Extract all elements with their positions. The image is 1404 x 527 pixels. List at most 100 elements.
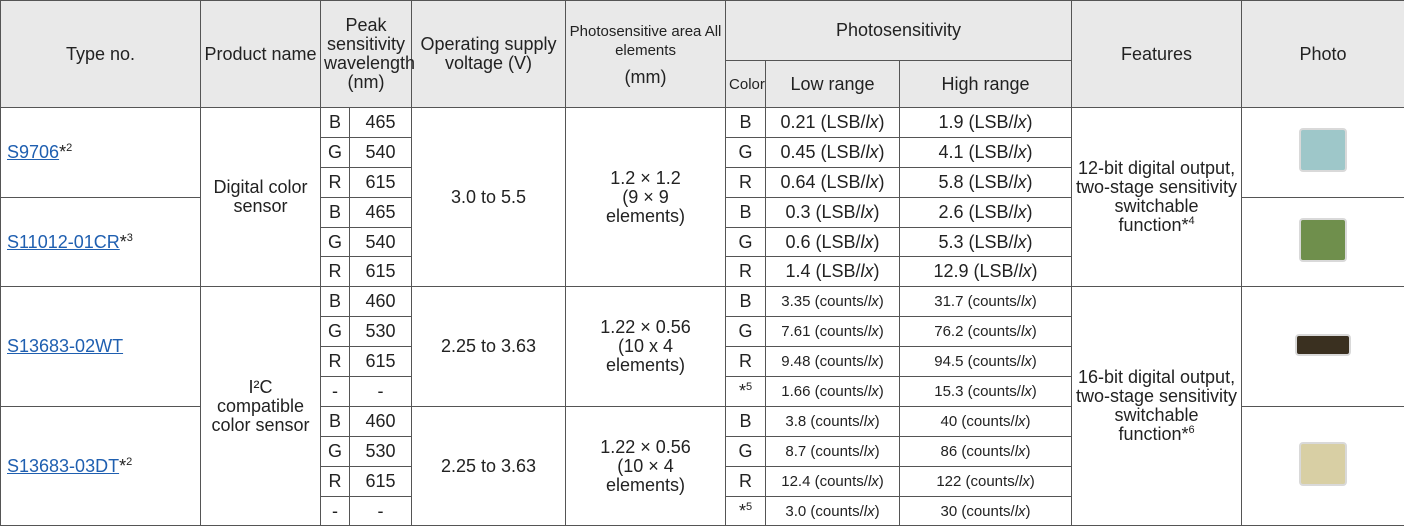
peak-color: R <box>321 257 350 287</box>
peak-nm: 615 <box>350 167 412 197</box>
cell-text: 3.8 (counts/lx) <box>785 413 879 430</box>
type-link[interactable]: S11012-01CR <box>7 232 120 252</box>
area-elements: (10 x 4 elements) <box>569 337 722 375</box>
cell-text: 465 <box>365 112 395 132</box>
low-range: 0.64 (LSB/lx) <box>766 167 900 197</box>
cell-text: 530 <box>365 441 395 461</box>
peak-nm: 465 <box>350 197 412 227</box>
peak-color: R <box>321 466 350 496</box>
cell-text: 615 <box>365 172 395 192</box>
photo-cell <box>1242 287 1404 407</box>
cell-text: 460 <box>365 411 395 431</box>
cell-text: B <box>740 202 752 222</box>
color: G <box>726 317 766 347</box>
high-range: 31.7 (counts/lx) <box>900 287 1072 317</box>
color: R <box>726 257 766 287</box>
cell-text: 540 <box>365 232 395 252</box>
peak-color: B <box>321 197 350 227</box>
cell-text: G <box>328 321 342 341</box>
peak-nm: 615 <box>350 466 412 496</box>
page: Type no. Product name Peak sensitivity w… <box>0 0 1404 527</box>
product-photo <box>1299 442 1347 486</box>
cell-text: G <box>739 232 753 252</box>
color: R <box>726 347 766 377</box>
cell-text: 465 <box>365 202 395 222</box>
cell-text: R <box>739 172 752 192</box>
color: *5 <box>726 496 766 526</box>
cell-text: 76.2 (counts/lx) <box>934 323 1037 340</box>
type-link[interactable]: S13683-03DT <box>7 456 119 476</box>
high-range: 5.3 (LSB/lx) <box>900 227 1072 257</box>
peak-nm: 465 <box>350 108 412 138</box>
color: R <box>726 167 766 197</box>
product-name: I²C compatible color sensor <box>201 287 321 526</box>
cell-text: 1.22 × 0.56 <box>600 317 691 337</box>
cell-text: R <box>739 471 752 491</box>
cell-text: 1.4 (LSB/lx) <box>785 261 879 281</box>
area: 1.22 × 0.56(10 × 4 elements) <box>566 406 726 526</box>
cell-text: 5.8 (LSB/lx) <box>939 172 1033 192</box>
peak-nm: 615 <box>350 347 412 377</box>
cell-text: 122 (counts/lx) <box>936 473 1034 490</box>
peak-color: - <box>321 377 350 407</box>
cell-text: 0.6 (LSB/lx) <box>785 232 879 252</box>
voltage: 2.25 to 3.63 <box>412 287 566 407</box>
peak-color: G <box>321 317 350 347</box>
footnote: *6 <box>1181 424 1194 444</box>
product-photo <box>1295 334 1351 356</box>
color: *5 <box>726 377 766 407</box>
footnote: *4 <box>1181 215 1194 235</box>
footnote: *2 <box>59 142 72 162</box>
header-cell: Peak sensitivity wavelength (nm) <box>321 1 412 108</box>
peak-color: R <box>321 347 350 377</box>
cell-text: 530 <box>365 321 395 341</box>
cell-text: G <box>739 441 753 461</box>
table-row: S13683-02WTI²C compatible color sensorB4… <box>1 287 1404 317</box>
peak-nm: 460 <box>350 287 412 317</box>
footnote: *2 <box>119 456 132 476</box>
cell-text: R <box>329 172 342 192</box>
low-range: 0.6 (LSB/lx) <box>766 227 900 257</box>
low-range: 7.61 (counts/lx) <box>766 317 900 347</box>
color: B <box>726 108 766 138</box>
cell-text: B <box>329 202 341 222</box>
peak-color: G <box>321 227 350 257</box>
cell-text: 94.5 (counts/lx) <box>934 353 1037 370</box>
cell-text: R <box>739 351 752 371</box>
low-range: 8.7 (counts/lx) <box>766 436 900 466</box>
peak-nm: 460 <box>350 406 412 436</box>
cell-text: 1.9 (LSB/lx) <box>939 112 1033 132</box>
high-range: 5.8 (LSB/lx) <box>900 167 1072 197</box>
peak-nm: 540 <box>350 137 412 167</box>
color: B <box>726 287 766 317</box>
header-cell: Type no. <box>1 1 201 108</box>
cell-text: 40 (counts/lx) <box>940 413 1030 430</box>
high-range: 12.9 (LSB/lx) <box>900 257 1072 287</box>
high-range: 76.2 (counts/lx) <box>900 317 1072 347</box>
header-cell: Product name <box>201 1 321 108</box>
high-range: 4.1 (LSB/lx) <box>900 137 1072 167</box>
type-link[interactable]: S9706 <box>7 142 59 162</box>
high-range: 86 (counts/lx) <box>900 436 1072 466</box>
header-cell: Low range <box>766 61 900 108</box>
header-cell: High range <box>900 61 1072 108</box>
features: 16-bit digital output, two-stage sensiti… <box>1072 287 1242 526</box>
cell-text: I²C compatible color sensor <box>211 377 309 435</box>
voltage: 2.25 to 3.63 <box>412 406 566 526</box>
peak-nm: 530 <box>350 317 412 347</box>
cell-text: 16-bit digital output, two-stage sensiti… <box>1076 367 1237 444</box>
header-cell: Color <box>726 61 766 108</box>
cell-text: 31.7 (counts/lx) <box>934 293 1037 310</box>
type-cell: S13683-02WT <box>1 287 201 407</box>
type-cell: S9706*2 <box>1 108 201 198</box>
color: G <box>726 436 766 466</box>
peak-color: G <box>321 137 350 167</box>
cell-text: B <box>740 411 752 431</box>
product-photo <box>1299 128 1347 172</box>
type-link[interactable]: S13683-02WT <box>7 336 123 356</box>
cell-text: B <box>740 291 752 311</box>
cell-text: R <box>329 261 342 281</box>
cell-text: *5 <box>739 381 752 401</box>
color: R <box>726 466 766 496</box>
